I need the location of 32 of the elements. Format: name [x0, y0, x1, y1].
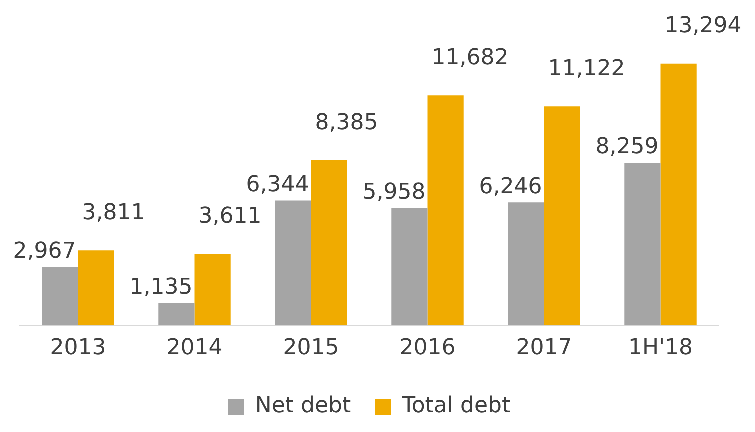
legend-label: Net debt — [255, 394, 352, 419]
data-label: 6,246 — [479, 174, 542, 200]
data-label: 8,259 — [596, 134, 659, 160]
x-tick-label: 2016 — [400, 336, 456, 361]
data-label: 1,135 — [130, 274, 193, 300]
data-label: 3,611 — [198, 204, 262, 230]
data-label: 2,967 — [13, 238, 76, 264]
bar — [194, 254, 231, 326]
bar — [624, 163, 661, 326]
bar — [428, 96, 464, 326]
data-label: 11,682 — [432, 45, 509, 70]
bar — [158, 303, 195, 326]
x-tick-label: 1H'18 — [628, 336, 694, 361]
bar — [392, 208, 428, 326]
data-label: 3,811 — [82, 200, 146, 226]
data-label: 11,122 — [548, 56, 626, 82]
data-label: 13,294 — [664, 14, 742, 39]
x-tick-label: 2017 — [516, 336, 572, 361]
x-tick-label: 2014 — [166, 336, 223, 361]
x-tick-label: 2013 — [50, 336, 106, 361]
bar — [508, 202, 544, 326]
bar — [311, 160, 348, 326]
data-label: 5,958 — [362, 180, 426, 206]
bar — [544, 106, 580, 326]
bar — [78, 250, 114, 326]
bar — [42, 267, 78, 326]
bar — [660, 64, 697, 326]
legend-label: Total debt — [401, 394, 511, 419]
x-tick-label: 2015 — [283, 336, 340, 361]
data-label: 8,385 — [315, 110, 378, 136]
bar — [275, 200, 312, 326]
data-label: 6,344 — [246, 172, 310, 198]
